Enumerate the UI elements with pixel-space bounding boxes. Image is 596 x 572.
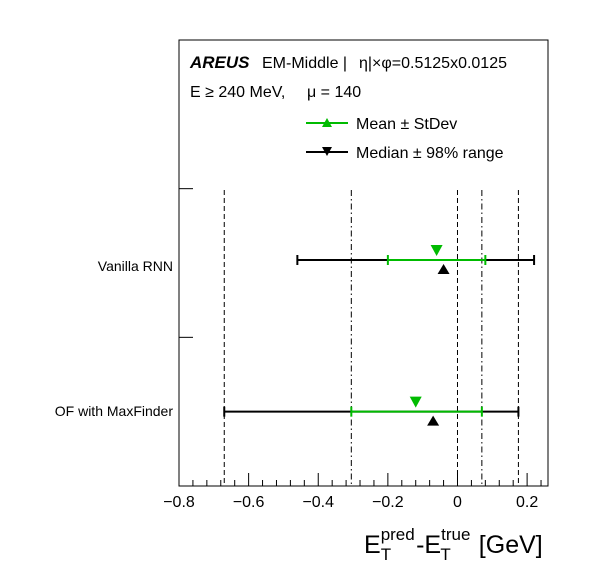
median-marker-1 [427, 415, 440, 426]
header-brand: AREUS [189, 53, 250, 72]
x-title-sub1: T [381, 545, 391, 564]
header-energy-cut: E ≥ 240 MeV, [190, 84, 285, 101]
legend-median-marker [322, 147, 332, 156]
x-title-sep: -E [416, 531, 441, 559]
y-axis-categories: Vanilla RNN OF with MaxFinder [55, 188, 193, 419]
header-pileup: μ = 140 [307, 84, 361, 101]
x-tick-label-5: 0.2 [516, 494, 538, 511]
x-axis-title: Epred T -Etrue T [GeV] [364, 525, 543, 564]
x-title-sup2: true [441, 525, 470, 544]
header-region: EM-Middle | [262, 55, 347, 72]
mean-marker-0 [430, 245, 443, 256]
legend-median-label: Median ± 98% range [356, 145, 504, 162]
header-eta-phi: η|×φ=0.5125x0.0125 [359, 55, 507, 72]
median-marker-0 [437, 264, 450, 274]
x-tick-label-3: −0.2 [372, 494, 404, 511]
x-title-unit: [GeV] [479, 531, 543, 559]
header-eta-phi-value: 0.5125x0.0125 [401, 55, 507, 72]
y-category-label-1: OF with MaxFinder [55, 403, 174, 419]
legend-mean-marker [322, 118, 332, 127]
x-tick-label-4: 0 [453, 494, 462, 511]
x-axis: −0.8 −0.6 −0.4 −0.2 0 0.2 [163, 473, 542, 511]
x-tick-label-2: −0.4 [302, 494, 334, 511]
x-tick-label-0: −0.8 [163, 494, 195, 511]
x-tick-label-1: −0.6 [233, 494, 265, 511]
x-title-sup1: pred [381, 525, 415, 544]
reference-lines [223, 190, 519, 486]
legend: Mean ± StDev Median ± 98% range [306, 116, 504, 162]
y-category-label-0: Vanilla RNN [98, 258, 173, 274]
x-title-sub2: T [440, 545, 450, 564]
legend-mean-label: Mean ± StDev [356, 116, 457, 133]
plot-frame [178, 39, 549, 487]
x-title-base1: E [364, 531, 381, 559]
mean-marker-1 [409, 396, 422, 408]
data-marks [223, 245, 536, 426]
header-eta-phi-prefix: η|×φ= [359, 55, 401, 72]
